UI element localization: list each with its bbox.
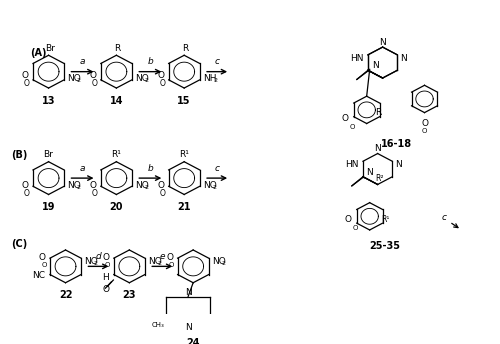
Text: NO: NO bbox=[148, 257, 162, 266]
Text: (B): (B) bbox=[10, 150, 27, 160]
Text: O: O bbox=[24, 189, 30, 198]
Text: 21: 21 bbox=[178, 202, 191, 212]
Text: N: N bbox=[396, 160, 402, 169]
Text: 2: 2 bbox=[144, 185, 148, 190]
Text: 19: 19 bbox=[42, 202, 56, 212]
Text: 23: 23 bbox=[122, 290, 136, 300]
Text: 14: 14 bbox=[110, 96, 123, 106]
Text: NO: NO bbox=[136, 181, 149, 190]
Text: c: c bbox=[214, 164, 220, 173]
Text: O: O bbox=[90, 71, 96, 80]
Text: N: N bbox=[185, 288, 192, 297]
Text: d: d bbox=[96, 252, 102, 261]
Text: O: O bbox=[92, 79, 98, 88]
Text: O: O bbox=[41, 262, 46, 268]
Text: O: O bbox=[421, 119, 428, 128]
Text: R: R bbox=[182, 43, 188, 53]
Text: a: a bbox=[80, 57, 85, 66]
Text: O: O bbox=[342, 115, 348, 123]
Text: 2: 2 bbox=[144, 78, 148, 83]
Text: Br: Br bbox=[44, 150, 54, 159]
Text: O: O bbox=[157, 181, 164, 190]
Text: 13: 13 bbox=[42, 96, 56, 106]
Text: NO: NO bbox=[212, 257, 226, 266]
Text: 15: 15 bbox=[178, 96, 191, 106]
Text: O: O bbox=[160, 79, 165, 88]
Text: R¹: R¹ bbox=[112, 150, 122, 159]
Text: O: O bbox=[92, 189, 98, 198]
Text: O: O bbox=[169, 262, 174, 268]
Text: c: c bbox=[442, 213, 447, 222]
Text: e: e bbox=[160, 252, 165, 261]
Text: O: O bbox=[422, 128, 427, 134]
Text: 2: 2 bbox=[158, 261, 162, 266]
Text: O: O bbox=[90, 181, 96, 190]
Text: O: O bbox=[105, 262, 110, 268]
Text: H: H bbox=[102, 273, 108, 282]
Text: (C): (C) bbox=[10, 239, 27, 249]
Text: O: O bbox=[352, 225, 358, 231]
Text: 20: 20 bbox=[110, 202, 123, 212]
Text: b: b bbox=[148, 164, 153, 173]
Text: NO: NO bbox=[68, 74, 82, 84]
Text: 2: 2 bbox=[221, 261, 225, 266]
Text: NO: NO bbox=[68, 181, 82, 190]
Text: O: O bbox=[22, 71, 29, 80]
Text: O: O bbox=[22, 181, 29, 190]
Text: NO: NO bbox=[84, 257, 98, 266]
Text: Br: Br bbox=[46, 43, 56, 53]
Text: N: N bbox=[185, 323, 192, 332]
Text: 2: 2 bbox=[213, 78, 217, 83]
Text: 2: 2 bbox=[76, 185, 80, 190]
Text: 2: 2 bbox=[76, 78, 80, 83]
Text: O: O bbox=[24, 79, 30, 88]
Text: O: O bbox=[102, 253, 110, 262]
Text: 16-18: 16-18 bbox=[381, 139, 412, 149]
Text: NO: NO bbox=[136, 74, 149, 84]
Text: R: R bbox=[114, 43, 120, 53]
Text: c: c bbox=[214, 57, 220, 66]
Text: 2: 2 bbox=[94, 261, 98, 266]
Text: NC: NC bbox=[32, 271, 46, 280]
Text: R¹: R¹ bbox=[382, 215, 390, 224]
Text: HN: HN bbox=[345, 160, 358, 169]
Text: N: N bbox=[400, 54, 407, 63]
Text: O: O bbox=[157, 71, 164, 80]
Text: 25-35: 25-35 bbox=[369, 241, 400, 251]
Text: N: N bbox=[372, 61, 378, 70]
Text: (A): (A) bbox=[30, 47, 46, 57]
Text: N: N bbox=[374, 144, 381, 153]
Text: O: O bbox=[344, 215, 352, 224]
Text: N: N bbox=[366, 168, 372, 177]
Text: a: a bbox=[80, 164, 85, 173]
Text: O: O bbox=[350, 124, 354, 130]
Text: R²: R² bbox=[375, 174, 384, 183]
Text: CH₃: CH₃ bbox=[152, 322, 164, 329]
Text: HN: HN bbox=[350, 54, 364, 63]
Text: NO: NO bbox=[203, 181, 217, 190]
Text: O: O bbox=[160, 189, 165, 198]
Text: O: O bbox=[166, 253, 173, 262]
Text: R: R bbox=[374, 108, 381, 117]
Text: O: O bbox=[102, 284, 110, 293]
Text: O: O bbox=[38, 253, 46, 262]
Text: 2: 2 bbox=[212, 185, 216, 190]
Text: 24: 24 bbox=[186, 338, 200, 344]
Text: b: b bbox=[148, 57, 153, 66]
Text: R¹: R¹ bbox=[179, 150, 189, 159]
Text: 22: 22 bbox=[59, 290, 72, 300]
Text: N: N bbox=[380, 38, 386, 47]
Text: NH: NH bbox=[203, 74, 216, 84]
